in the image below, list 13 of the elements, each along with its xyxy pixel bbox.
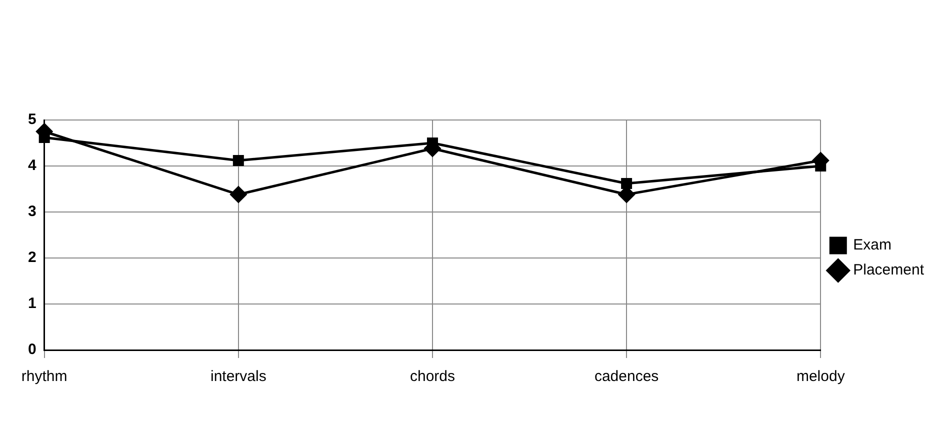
y-tick-label: 0: [28, 341, 36, 358]
legend-label: Exam: [853, 236, 892, 254]
y-tick-label: 2: [28, 249, 36, 266]
y-tick-label: 4: [28, 157, 37, 174]
x-tick-label: rhythm: [21, 368, 68, 386]
x-tick-label: cadences: [594, 368, 659, 386]
x-tick-label: chords: [410, 368, 455, 386]
x-tick-label: melody: [796, 368, 846, 386]
legend-label: Placement: [853, 262, 925, 279]
y-tick-label: 5: [28, 111, 36, 128]
y-tick-label: 3: [28, 203, 36, 220]
y-tick-label: 1: [28, 295, 36, 312]
x-tick-label: intervals: [210, 368, 266, 386]
